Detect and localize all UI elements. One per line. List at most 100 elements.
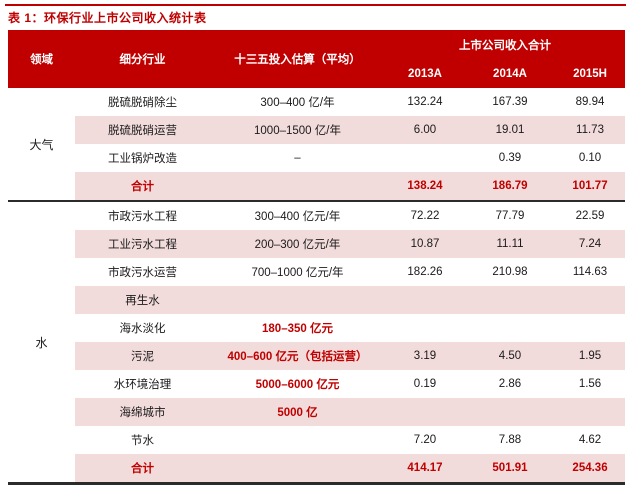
- value-2014-cell: 0.39: [498, 152, 522, 164]
- value-2013-cell: [385, 286, 465, 314]
- subindustry-cell: 合计: [75, 454, 210, 484]
- domain-cell-water: 水: [8, 200, 75, 484]
- value-2015-cell: 1.95: [555, 342, 626, 370]
- table-row: 脱硫脱硝运营 1000–1500 亿/年 6.00 19.01 11.73: [8, 116, 626, 144]
- value-2013-cell: [385, 144, 465, 172]
- column-header-revenue-group: 上市公司收入合计: [385, 30, 626, 60]
- column-header-estimate: 十三五投入估算（平均）: [210, 30, 385, 88]
- header-row-groups: 领域 细分行业 十三五投入估算（平均） 上市公司收入合计: [8, 30, 626, 88]
- value-2015-cell: 11.73: [555, 116, 626, 144]
- column-header-domain: 领域: [8, 30, 75, 88]
- value-2013-cell: 414.17: [385, 454, 465, 484]
- estimate-cell: 180–350 亿元: [262, 323, 333, 335]
- value-2015-cell: [555, 398, 626, 426]
- value-2014-cell: 167.39: [492, 96, 528, 108]
- value-2013-cell: 132.24: [407, 96, 443, 108]
- value-2013-cell: 72.22: [385, 200, 465, 230]
- value-2014-cell: 4.50: [465, 342, 555, 370]
- value-2015-cell: [555, 314, 625, 342]
- subindustry-cell: 水环境治理: [113, 379, 172, 391]
- subindustry-cell: 海水淡化: [119, 323, 166, 335]
- table-header: 领域 细分行业 十三五投入估算（平均） 上市公司收入合计 2013A 2014A…: [8, 30, 626, 88]
- value-2013-cell: [385, 314, 465, 342]
- table-row: 海绵城市 5000 亿: [8, 398, 626, 426]
- value-2014-cell: 7.88: [498, 434, 522, 446]
- column-header-2015: 2015H: [555, 60, 626, 88]
- estimate-cell: [210, 172, 385, 201]
- value-2013-cell: [385, 398, 465, 426]
- table-row: 工业锅炉改造 – 0.39 0.10: [8, 144, 625, 172]
- value-2015-cell: 89.94: [575, 96, 605, 108]
- domain-cell-atmosphere: 大气: [8, 88, 75, 201]
- subindustry-cell: 脱硫脱硝除尘: [108, 97, 177, 109]
- revenue-stats-table: 领域 细分行业 十三五投入估算（平均） 上市公司收入合计 2013A 2014A…: [8, 30, 626, 485]
- subtotal-row-water: 合计 414.17 501.91 254.36: [8, 454, 626, 484]
- value-2015-cell: 4.62: [578, 434, 602, 446]
- estimate-cell: 400–600 亿元（包括运营）: [210, 342, 385, 370]
- table-row: 水环境治理 5000–6000 亿元 0.19 2.86 1.56: [8, 370, 625, 398]
- column-header-subindustry: 细分行业: [75, 30, 210, 88]
- value-2013-cell: 0.19: [413, 378, 437, 390]
- table-row: 市政污水运营 700–1000 亿元/年 182.26 210.98 114.6…: [8, 258, 625, 286]
- subindustry-cell: 海绵城市: [75, 398, 210, 426]
- estimate-cell: –: [294, 152, 301, 164]
- value-2014-cell: 77.79: [465, 200, 555, 230]
- estimate-cell: [210, 454, 385, 484]
- table-row: 工业污水工程 200–300 亿元/年 10.87 11.11 7.24: [8, 230, 626, 258]
- estimate-cell: 300–400 亿元/年: [210, 200, 385, 230]
- value-2015-cell: 1.56: [578, 378, 602, 390]
- table-row: 大气 脱硫脱硝除尘 300–400 亿/年 132.24 167.39 89.9…: [8, 88, 625, 201]
- table-body: 大气 脱硫脱硝除尘 300–400 亿/年 132.24 167.39 89.9…: [8, 88, 626, 484]
- value-2014-cell: [465, 286, 555, 314]
- value-2013-cell: 7.20: [413, 434, 437, 446]
- subindustry-cell: 工业污水工程: [75, 230, 210, 258]
- value-2014-cell: 210.98: [492, 266, 528, 278]
- table-row: 再生水: [8, 286, 626, 314]
- header-row-years: 2013A 2014A 2015H: [8, 60, 626, 88]
- value-2015-cell: 114.63: [572, 266, 608, 278]
- value-2014-cell: 501.91: [465, 454, 555, 484]
- value-2015-cell: 22.59: [555, 200, 626, 230]
- estimate-cell: [210, 426, 385, 454]
- value-2015-cell: [555, 286, 626, 314]
- estimate-cell: 5000 亿: [210, 398, 385, 426]
- estimate-cell: 5000–6000 亿元: [255, 379, 340, 391]
- value-2013-cell: 10.87: [385, 230, 465, 258]
- value-2015-cell: 0.10: [578, 152, 602, 164]
- estimate-cell: 1000–1500 亿/年: [210, 116, 385, 144]
- value-2015-cell: 7.24: [555, 230, 626, 258]
- value-2013-cell: 3.19: [385, 342, 465, 370]
- value-2014-cell: [465, 314, 555, 342]
- estimate-cell: 200–300 亿元/年: [210, 230, 385, 258]
- column-header-2014: 2014A: [465, 60, 555, 88]
- estimate-cell: [210, 286, 385, 314]
- table-row: 污泥 400–600 亿元（包括运营） 3.19 4.50 1.95: [8, 342, 626, 370]
- subtotal-row-atmosphere: 合计 138.24 186.79 101.77: [8, 172, 626, 201]
- table-row: 水 市政污水工程 300–400 亿元/年 72.22 77.79 22.59: [8, 200, 626, 484]
- subindustry-cell: 工业锅炉改造: [108, 153, 177, 165]
- table-row: 海水淡化 180–350 亿元: [8, 314, 625, 342]
- subindustry-cell: 节水: [131, 435, 154, 447]
- subindustry-cell: 市政污水运营: [108, 267, 177, 279]
- subindustry-cell: 合计: [75, 172, 210, 201]
- subindustry-cell: 再生水: [75, 286, 210, 314]
- estimate-cell: 700–1000 亿元/年: [251, 267, 344, 279]
- value-2014-cell: 19.01: [465, 116, 555, 144]
- value-2015-cell: 254.36: [555, 454, 626, 484]
- estimate-cell: 300–400 亿/年: [260, 97, 335, 109]
- value-2014-cell: 11.11: [465, 230, 555, 258]
- value-2013-cell: 138.24: [385, 172, 465, 201]
- table-title: 表 1：环保行业上市公司收入统计表: [8, 11, 207, 25]
- column-header-2013: 2013A: [385, 60, 465, 88]
- table-row: 节水 7.20 7.88 4.62: [8, 426, 625, 454]
- value-2013-cell: 6.00: [385, 116, 465, 144]
- value-2015-cell: 101.77: [555, 172, 626, 201]
- subindustry-cell: 脱硫脱硝运营: [75, 116, 210, 144]
- top-accent-rule: [5, 4, 626, 6]
- value-2014-cell: 2.86: [498, 378, 522, 390]
- value-2014-cell: 186.79: [465, 172, 555, 201]
- value-2014-cell: [465, 398, 555, 426]
- subindustry-cell: 污泥: [75, 342, 210, 370]
- subindustry-cell: 市政污水工程: [75, 200, 210, 230]
